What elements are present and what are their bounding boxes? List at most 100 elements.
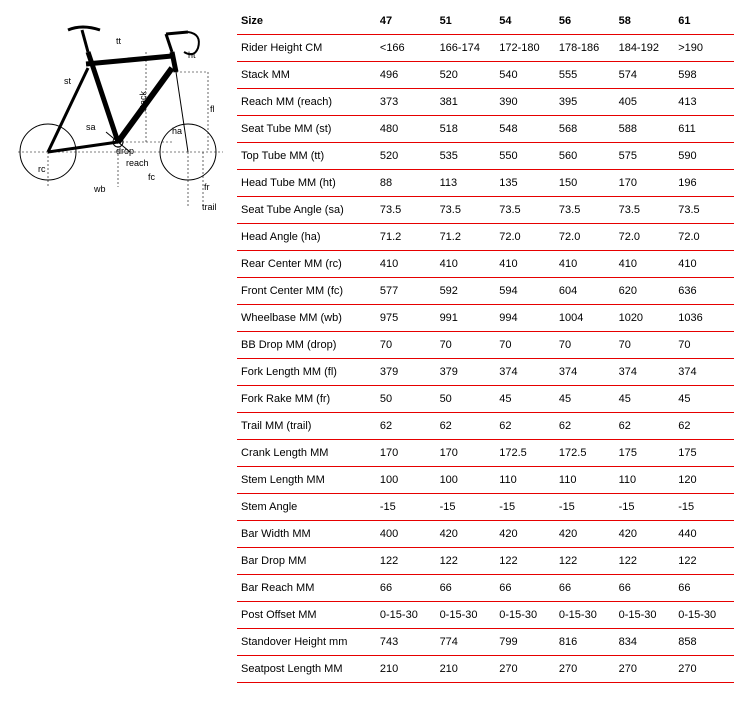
lbl-ha: ha — [172, 126, 182, 136]
row-label: Front Center MM (fc) — [237, 278, 376, 305]
row-value: 496 — [376, 62, 436, 89]
row-value: 72.0 — [495, 224, 555, 251]
row-value: 0-15-30 — [615, 602, 675, 629]
row-value: 73.5 — [555, 197, 615, 224]
lbl-drop: drop — [116, 146, 134, 156]
table-header-row: Size475154565861 — [237, 8, 734, 35]
row-value: 774 — [436, 629, 496, 656]
table-row: Wheelbase MM (wb)975991994100410201036 — [237, 305, 734, 332]
row-value: 410 — [674, 251, 734, 278]
row-value: 410 — [495, 251, 555, 278]
header-size: 54 — [495, 8, 555, 35]
row-value: 816 — [555, 629, 615, 656]
row-value: 73.5 — [495, 197, 555, 224]
row-value: 66 — [674, 575, 734, 602]
row-value: 620 — [615, 278, 675, 305]
row-value: 270 — [615, 656, 675, 683]
row-value: >190 — [674, 35, 734, 62]
row-value: 100 — [376, 467, 436, 494]
row-value: 172.5 — [555, 440, 615, 467]
row-value: 66 — [555, 575, 615, 602]
row-value: 172.5 — [495, 440, 555, 467]
row-value: 548 — [495, 116, 555, 143]
row-value: 62 — [674, 413, 734, 440]
row-value: 604 — [555, 278, 615, 305]
row-value: 420 — [555, 521, 615, 548]
lbl-sa: sa — [86, 122, 96, 132]
row-value: 72.0 — [555, 224, 615, 251]
row-value: 0-15-30 — [555, 602, 615, 629]
row-value: 520 — [436, 62, 496, 89]
row-value: 535 — [436, 143, 496, 170]
row-value: 73.5 — [615, 197, 675, 224]
row-value: 172-180 — [495, 35, 555, 62]
row-value: 170 — [615, 170, 675, 197]
row-label: Fork Length MM (fl) — [237, 359, 376, 386]
row-value: 0-15-30 — [674, 602, 734, 629]
row-value: 110 — [495, 467, 555, 494]
row-value: 270 — [555, 656, 615, 683]
row-value: 72.0 — [674, 224, 734, 251]
row-value: 379 — [436, 359, 496, 386]
row-value: 210 — [436, 656, 496, 683]
row-value: -15 — [376, 494, 436, 521]
lbl-fr: fr — [204, 182, 210, 192]
row-value: -15 — [615, 494, 675, 521]
table-row: Standover Height mm743774799816834858 — [237, 629, 734, 656]
header-size: 61 — [674, 8, 734, 35]
geometry-svg: tt ht st stack fl sa ha drop reach rc fc… — [8, 12, 233, 212]
row-label: Stack MM — [237, 62, 376, 89]
row-value: 568 — [555, 116, 615, 143]
row-value: -15 — [674, 494, 734, 521]
row-value: 50 — [436, 386, 496, 413]
row-value: 100 — [436, 467, 496, 494]
row-value: 592 — [436, 278, 496, 305]
row-label: Standover Height mm — [237, 629, 376, 656]
row-value: 70 — [555, 332, 615, 359]
row-value: 50 — [376, 386, 436, 413]
row-value: -15 — [555, 494, 615, 521]
row-label: Head Angle (ha) — [237, 224, 376, 251]
row-value: -15 — [495, 494, 555, 521]
row-label: Rear Center MM (rc) — [237, 251, 376, 278]
row-value: 410 — [376, 251, 436, 278]
header-size: 56 — [555, 8, 615, 35]
row-value: 196 — [674, 170, 734, 197]
table-row: Stem Length MM100100110110110120 — [237, 467, 734, 494]
row-value: 210 — [376, 656, 436, 683]
row-value: 62 — [436, 413, 496, 440]
row-value: 122 — [495, 548, 555, 575]
lbl-tt: tt — [116, 36, 122, 46]
row-value: 0-15-30 — [495, 602, 555, 629]
row-label: Bar Reach MM — [237, 575, 376, 602]
row-value: 1004 — [555, 305, 615, 332]
row-value: 72.0 — [615, 224, 675, 251]
row-value: 45 — [495, 386, 555, 413]
row-value: 175 — [615, 440, 675, 467]
table-row: Stem Angle-15-15-15-15-15-15 — [237, 494, 734, 521]
table-row: Top Tube MM (tt)520535550560575590 — [237, 143, 734, 170]
row-value: 390 — [495, 89, 555, 116]
row-value: 520 — [376, 143, 436, 170]
table-row: Bar Drop MM122122122122122122 — [237, 548, 734, 575]
row-label: Rider Height CM — [237, 35, 376, 62]
row-label: Wheelbase MM (wb) — [237, 305, 376, 332]
row-value: 1036 — [674, 305, 734, 332]
row-value: 70 — [674, 332, 734, 359]
table-row: Rear Center MM (rc)410410410410410410 — [237, 251, 734, 278]
row-value: 410 — [555, 251, 615, 278]
row-value: 413 — [674, 89, 734, 116]
row-value: 120 — [674, 467, 734, 494]
row-label: Top Tube MM (tt) — [237, 143, 376, 170]
row-value: 440 — [674, 521, 734, 548]
bike-geometry-diagram: tt ht st stack fl sa ha drop reach rc fc… — [8, 8, 233, 212]
row-value: 374 — [674, 359, 734, 386]
table-row: Head Angle (ha)71.271.272.072.072.072.0 — [237, 224, 734, 251]
row-value: 73.5 — [376, 197, 436, 224]
row-value: 178-186 — [555, 35, 615, 62]
row-value: -15 — [436, 494, 496, 521]
header-label: Size — [237, 8, 376, 35]
row-value: 62 — [615, 413, 675, 440]
table-row: Crank Length MM170170172.5172.5175175 — [237, 440, 734, 467]
row-value: 0-15-30 — [436, 602, 496, 629]
